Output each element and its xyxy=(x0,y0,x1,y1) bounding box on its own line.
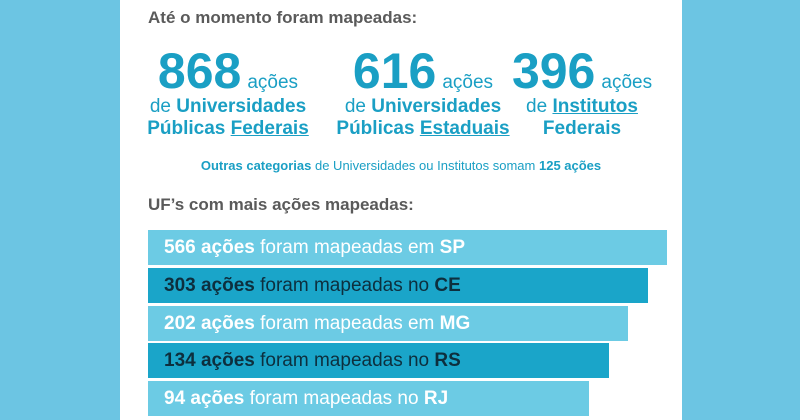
stat-line-bold: Universidades xyxy=(371,96,502,117)
stat-federal-institutes: 396 ações de Institutos Federais xyxy=(512,46,652,140)
bar-count: 134 ações xyxy=(164,350,255,371)
stat-federal-universities: 868 ações de Universidades Públicas Fede… xyxy=(140,46,316,140)
stat-line-prefix: de xyxy=(149,96,177,117)
bar-count: 94 ações xyxy=(164,388,245,409)
uf-bar-mg: 202 ações foram mapeadas em MG xyxy=(148,306,628,341)
stat-line-2: Federais xyxy=(512,118,652,140)
infographic-card: Até o momento foram mapeadas: 868 ações … xyxy=(120,0,682,420)
bar-uf: CE xyxy=(434,275,461,296)
uf-bar-ce: 303 ações foram mapeadas no CE xyxy=(148,268,648,303)
stat-line-1: de Universidades xyxy=(334,96,512,118)
stat-unit: ações xyxy=(247,72,299,93)
bar-uf: RJ xyxy=(423,388,449,409)
stat-line-prefix: de xyxy=(344,96,372,117)
uf-bar-rj: 94 ações foram mapeadas no RJ xyxy=(148,381,589,416)
stat-line-bold: Públicas xyxy=(336,118,420,139)
bar-text: foram mapeadas no xyxy=(244,388,424,409)
stat-line-underlined: Federais xyxy=(230,118,309,139)
bar-uf: SP xyxy=(439,237,466,258)
stat-unit: ações xyxy=(442,72,494,93)
stat-line-2: Públicas Federais xyxy=(140,118,316,140)
stat-number: 616 xyxy=(352,43,437,99)
stat-line-underlined: Estaduais xyxy=(419,118,510,139)
bar-count: 303 ações xyxy=(164,275,255,296)
bar-count: 202 ações xyxy=(164,313,255,334)
stat-number: 396 xyxy=(511,43,596,99)
summary-heading: Até o momento foram mapeadas: xyxy=(148,8,418,27)
note-bold-end: 125 ações xyxy=(538,158,602,173)
uf-bar-sp: 566 ações foram mapeadas em SP xyxy=(148,230,667,265)
other-categories-note: Outras categorias de Universidades ou In… xyxy=(120,158,682,173)
note-bold-start: Outras categorias xyxy=(200,158,312,173)
stat-line-bold: Públicas xyxy=(147,118,231,139)
stat-line-underlined: Institutos xyxy=(552,96,638,117)
stat-line-1: de Universidades xyxy=(140,96,316,118)
bar-uf: RS xyxy=(434,350,461,371)
stat-number: 868 xyxy=(157,43,242,99)
bar-uf: MG xyxy=(439,313,471,334)
stat-line-prefix: de xyxy=(526,96,553,117)
bar-text: foram mapeadas em xyxy=(254,237,440,258)
stat-state-universities: 616 ações de Universidades Públicas Esta… xyxy=(334,46,512,140)
uf-bar-rs: 134 ações foram mapeadas no RS xyxy=(148,343,609,378)
stat-line-2: Públicas Estaduais xyxy=(334,118,512,140)
stat-line-bold: Federais xyxy=(542,118,622,139)
uf-heading: UF’s com mais ações mapeadas: xyxy=(148,195,414,214)
bar-text: foram mapeadas no xyxy=(254,350,435,371)
note-text: de Universidades ou Institutos somam xyxy=(311,158,539,173)
bar-text: foram mapeadas no xyxy=(254,275,435,296)
stat-line-1: de Institutos xyxy=(512,96,652,118)
stat-line-bold: Universidades xyxy=(176,96,307,117)
stat-unit: ações xyxy=(601,72,653,93)
bar-count: 566 ações xyxy=(164,237,255,258)
bar-text: foram mapeadas em xyxy=(254,313,440,334)
